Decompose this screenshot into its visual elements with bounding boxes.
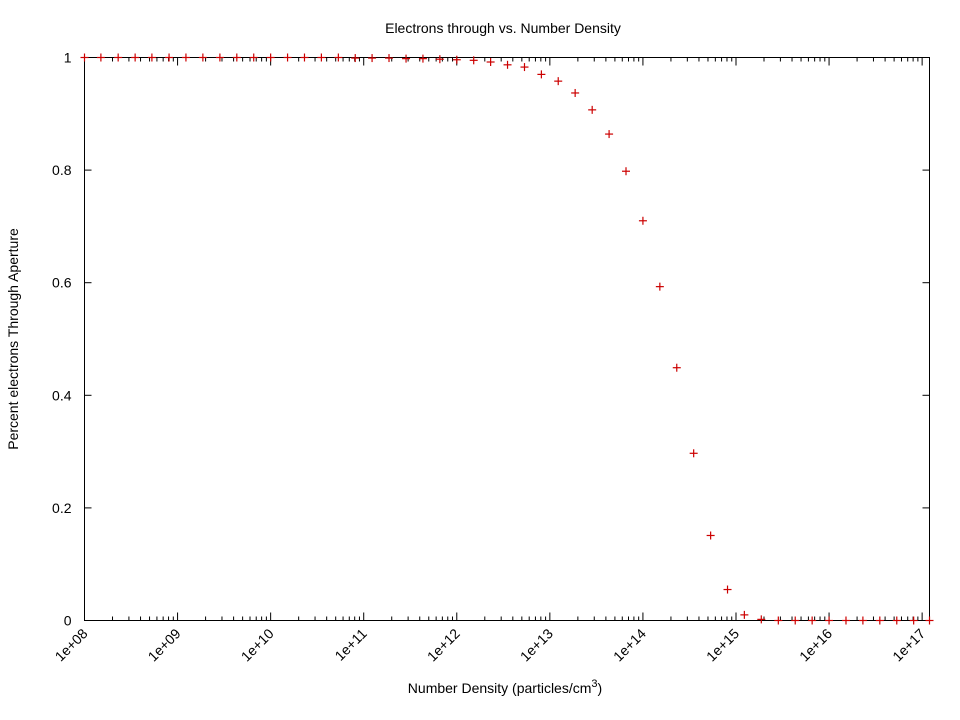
x-tick-label: 1e+09: [145, 625, 184, 664]
x-tick-label: 1e+13: [517, 625, 556, 664]
data-point: [672, 363, 681, 372]
data-point: [537, 70, 546, 79]
data-point: [96, 53, 105, 62]
data-point: [925, 616, 934, 625]
data-point: [841, 616, 850, 625]
data-point: [114, 53, 123, 62]
x-tick-label: 1e+08: [51, 625, 90, 664]
x-tick-label: 1e+16: [796, 625, 835, 664]
data-point: [605, 130, 614, 139]
data-point: [249, 53, 258, 62]
y-axis: 0 0.2 0.4 0.6 0.8 1: [52, 50, 930, 629]
data-points: [80, 53, 934, 625]
chart-title: Electrons through vs. Number Density: [385, 20, 621, 36]
data-point: [300, 53, 309, 62]
x-axis: 1e+08 1e+09 1e+10 1e+11 1e+12 1e+13 1e+14 1e+15…: [51, 57, 928, 664]
data-point: [808, 616, 817, 625]
data-point: [435, 55, 444, 64]
data-point: [892, 616, 901, 625]
x-axis-label: Number Density (particles/cm3): [408, 678, 602, 696]
data-point: [80, 53, 89, 62]
data-point: [452, 55, 461, 64]
x-tick-label: 1e+12: [424, 625, 463, 664]
data-point: [334, 53, 343, 62]
y-tick-label: 0.4: [52, 387, 72, 403]
x-tick-label: 1e+17: [889, 625, 928, 664]
data-point: [655, 282, 664, 291]
data-point: [638, 216, 647, 225]
data-point: [181, 53, 190, 62]
y-tick-label: 0.6: [52, 275, 72, 291]
y-axis-label: Percent electrons Through Aperture: [5, 228, 21, 450]
data-point: [469, 56, 478, 65]
y-tick-label: 0.8: [52, 162, 72, 178]
data-point: [368, 54, 377, 63]
data-point: [791, 616, 800, 625]
data-point: [571, 88, 580, 97]
data-point: [385, 54, 394, 63]
data-point: [875, 616, 884, 625]
data-point: [351, 54, 360, 63]
data-point: [706, 531, 715, 540]
data-point: [588, 105, 597, 114]
data-point: [503, 60, 512, 69]
data-point: [622, 167, 631, 176]
data-point: [825, 616, 834, 625]
x-tick-label: 1e+14: [610, 625, 649, 664]
x-tick-label: 1e+15: [703, 625, 742, 664]
data-point: [283, 53, 292, 62]
data-point: [317, 53, 326, 62]
data-point: [266, 53, 275, 62]
data-point: [147, 53, 156, 62]
data-point: [198, 53, 207, 62]
x-axis-label-superscript: 3: [591, 678, 597, 690]
x-axis-label-text: Number Density (particles/cm: [408, 680, 592, 696]
data-point: [232, 53, 241, 62]
data-point: [418, 54, 427, 63]
data-point: [774, 616, 783, 625]
x-tick-label: 1e+10: [238, 625, 277, 664]
x-tick-label: 1e+11: [331, 625, 370, 664]
y-tick-label: 0.2: [52, 500, 72, 516]
y-tick-label: 1: [64, 50, 72, 66]
data-point: [740, 610, 749, 619]
data-point: [723, 585, 732, 594]
data-point: [402, 54, 411, 63]
data-point: [520, 63, 529, 72]
data-point: [486, 58, 495, 67]
data-point: [131, 53, 140, 62]
data-point: [554, 77, 563, 86]
data-point: [858, 616, 867, 625]
plot-frame: [84, 57, 930, 621]
x-axis-label-close: ): [598, 680, 603, 696]
data-point: [215, 53, 224, 62]
data-point: [165, 53, 174, 62]
y-tick-label: 0: [64, 613, 72, 629]
data-point: [757, 615, 766, 624]
data-point: [909, 616, 918, 625]
data-point: [689, 449, 698, 458]
